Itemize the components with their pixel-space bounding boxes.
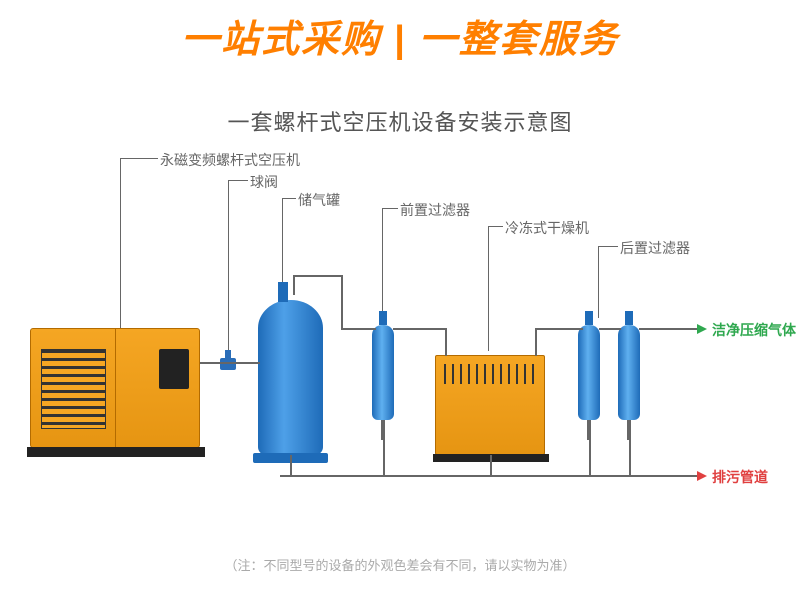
leader	[598, 246, 618, 247]
compressor	[30, 328, 200, 448]
pipe	[445, 328, 447, 356]
pipe	[490, 455, 492, 475]
leader	[488, 226, 489, 351]
output-drain: 排污管道	[712, 467, 768, 487]
main-title: 一站式采购 | 一整套服务	[0, 0, 800, 63]
output-clean: 洁净压缩气体	[712, 320, 796, 340]
label-prefilter: 前置过滤器	[400, 200, 470, 220]
pipe	[639, 328, 697, 330]
title-right: 一整套服务	[419, 19, 619, 61]
title-sep: |	[381, 19, 419, 61]
pipe	[341, 328, 376, 330]
leader	[120, 158, 121, 330]
air-tank	[258, 300, 323, 455]
pipe	[200, 362, 260, 364]
footnote: （注：不同型号的设备的外观色差会有不同，请以实物为准）	[0, 555, 800, 574]
label-postfilter: 后置过滤器	[620, 238, 690, 258]
leader	[120, 158, 158, 159]
pipe	[535, 328, 537, 356]
leader	[488, 226, 503, 227]
diagram: 永磁变频螺杆式空压机 球阀 储气罐 前置过滤器 冷冻式干燥机 后置过滤器 洁净压…	[0, 130, 800, 530]
compressor-grille	[41, 349, 106, 429]
ball-valve	[220, 358, 236, 370]
pipe	[599, 328, 621, 330]
label-dryer: 冷冻式干燥机	[505, 218, 589, 238]
leader	[382, 208, 383, 318]
pipe	[589, 440, 591, 475]
leader	[228, 180, 229, 355]
arrow-drain-icon	[697, 471, 707, 481]
leader	[282, 198, 296, 199]
pipe	[293, 275, 295, 295]
leader	[228, 180, 248, 181]
label-compressor: 永磁变频螺杆式空压机	[160, 150, 300, 170]
post-filter-2	[618, 325, 640, 420]
label-valve: 球阀	[250, 172, 278, 192]
pipe	[341, 275, 343, 330]
leader	[282, 198, 283, 293]
refrigerated-dryer	[435, 355, 545, 455]
pipe	[290, 455, 292, 475]
pipe	[535, 328, 583, 330]
leader	[598, 246, 599, 318]
label-tank: 储气罐	[298, 190, 340, 210]
post-filter-1	[578, 325, 600, 420]
compressor-base	[27, 447, 205, 457]
pipe	[383, 440, 385, 475]
arrow-clean-icon	[697, 324, 707, 334]
pipe	[293, 275, 343, 277]
pipe	[393, 328, 445, 330]
compressor-panel	[159, 349, 189, 389]
pipe	[629, 440, 631, 475]
drain-pipe	[280, 475, 698, 477]
title-left: 一站式采购	[181, 19, 381, 61]
pre-filter	[372, 325, 394, 420]
leader	[382, 208, 398, 209]
